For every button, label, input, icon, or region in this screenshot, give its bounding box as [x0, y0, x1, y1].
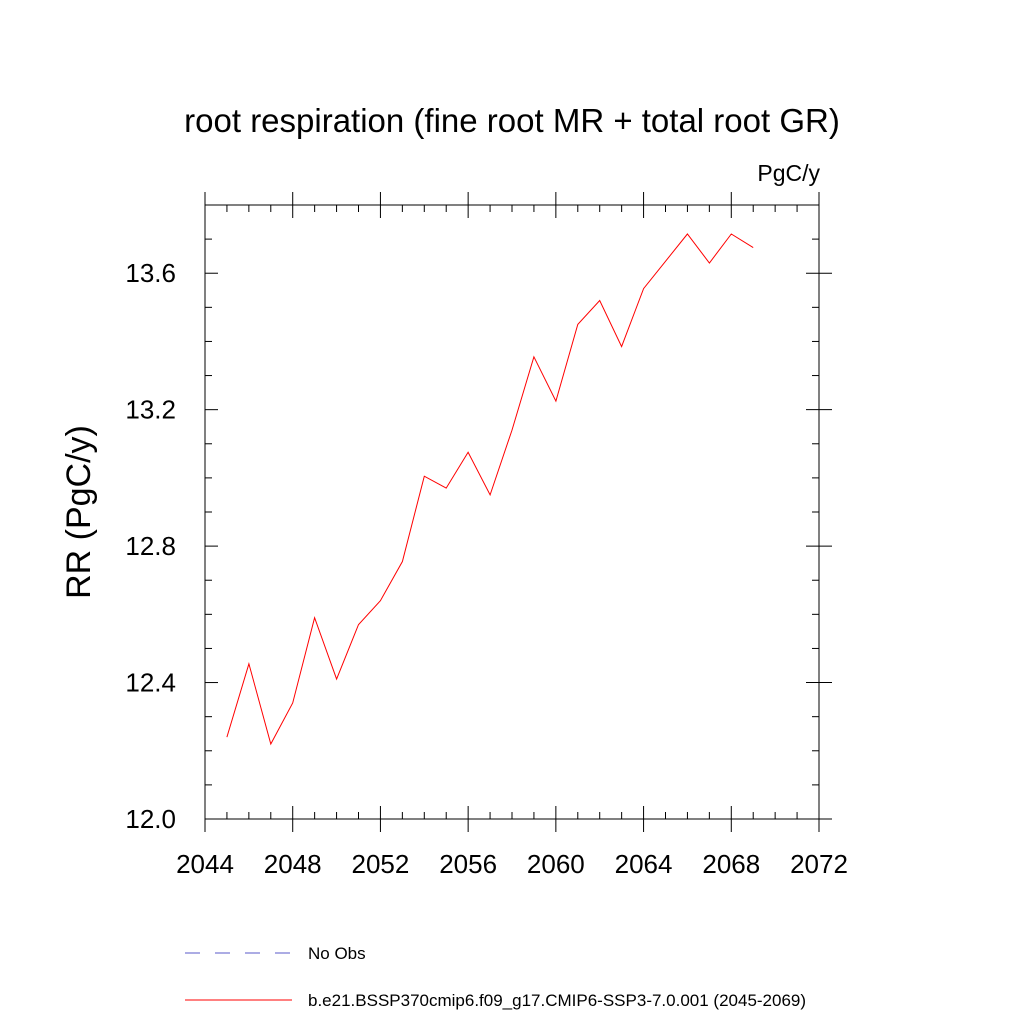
y-tick-label: 12.4 — [125, 668, 176, 698]
units-label: PgC/y — [757, 160, 820, 186]
x-tick-label: 2072 — [790, 849, 848, 879]
legend: No Obs b.e21.BSSP370cmip6.f09_g17.CMIP6-… — [185, 944, 806, 1010]
x-tick-label: 2052 — [352, 849, 410, 879]
chart-title: root respiration (fine root MR + total r… — [184, 102, 840, 139]
x-tick-label: 2044 — [176, 849, 234, 879]
y-tick-label: 12.0 — [125, 804, 176, 834]
x-tick-label: 2060 — [527, 849, 585, 879]
x-tick-label: 2068 — [702, 849, 760, 879]
y-tick-labels: 12.0 12.4 12.8 13.2 13.6 — [125, 258, 176, 834]
x-tick-labels: 2044 2048 2052 2056 2060 2064 2068 2072 — [176, 849, 848, 879]
x-tick-label: 2056 — [439, 849, 497, 879]
x-tick-label: 2048 — [264, 849, 322, 879]
plot-frame — [204, 204, 820, 820]
y-tick-label: 13.6 — [125, 258, 176, 288]
y-axis-label: RR (PgC/y) — [60, 425, 98, 599]
legend-label-series: b.e21.BSSP370cmip6.f09_g17.CMIP6-SSP3-7.… — [308, 991, 806, 1010]
y-tick-label: 13.2 — [125, 395, 176, 425]
y-tick-label: 12.8 — [125, 531, 176, 561]
major-ticks — [204, 192, 832, 832]
series-group — [226, 233, 754, 746]
minor-ticks — [205, 204, 819, 819]
x-tick-label: 2064 — [615, 849, 673, 879]
series-line — [226, 233, 754, 746]
legend-label-no-obs: No Obs — [308, 944, 366, 963]
